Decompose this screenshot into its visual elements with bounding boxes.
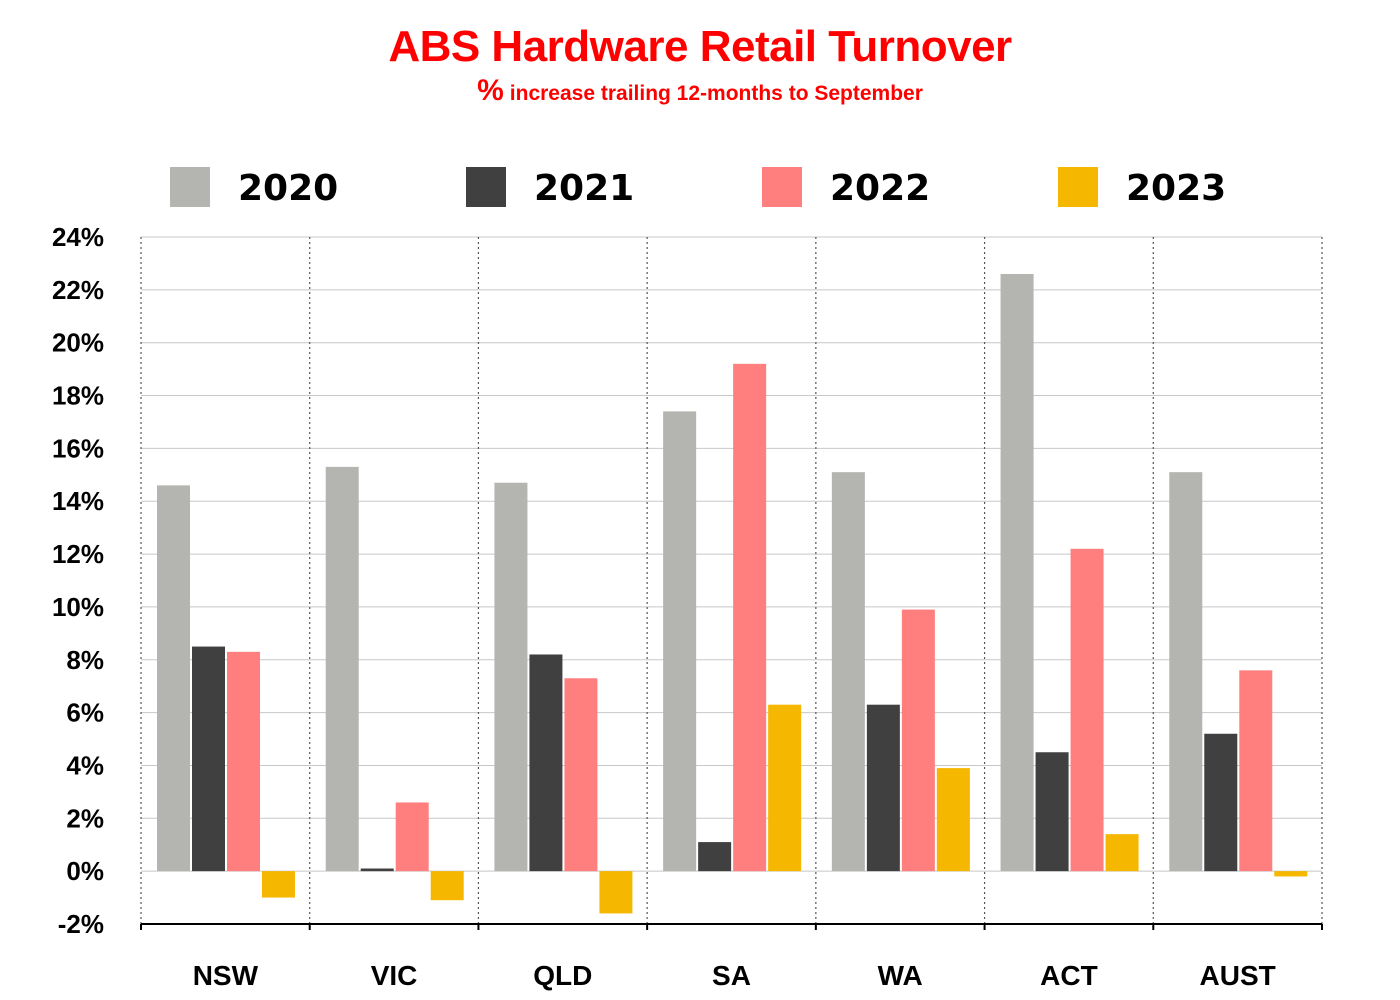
bar-2021-act	[1035, 752, 1069, 872]
subtitle-percent-symbol: %	[477, 74, 504, 107]
y-tick-label: 6%	[66, 698, 104, 728]
bar-2021-sa	[698, 842, 732, 872]
chart-title: ABS Hardware Retail Turnover	[388, 22, 1012, 71]
x-category-label: NSW	[193, 960, 259, 991]
legend-swatch-2021	[466, 167, 506, 207]
bar-2021-qld	[529, 654, 563, 872]
y-tick-label: 10%	[52, 592, 104, 622]
y-tick-label: 8%	[66, 645, 104, 675]
bar-2020-act	[1000, 273, 1034, 872]
bar-2023-act	[1105, 834, 1139, 872]
bar-2022-aust	[1239, 670, 1273, 872]
bar-2021-aust	[1204, 733, 1238, 872]
x-category-label: VIC	[371, 960, 418, 991]
legend-label-2020: 2020	[238, 168, 338, 209]
y-tick-label: 12%	[52, 539, 104, 569]
x-category-label: QLD	[533, 960, 592, 991]
bar-2022-qld	[564, 678, 598, 872]
y-tick-label: 14%	[52, 486, 104, 516]
legend-label-2023: 2023	[1126, 168, 1226, 209]
legend-swatch-2023	[1058, 167, 1098, 207]
bar-2020-sa	[663, 411, 697, 872]
bar-2020-nsw	[157, 485, 190, 872]
y-tick-label: 0%	[66, 856, 104, 886]
axis-layer: 24% 22% 20% 18% 16% 14% 12% 10% 8% 6% 4% 2% 0% -2% NSW…	[52, 222, 1323, 991]
x-category-label: AUST	[1200, 960, 1276, 991]
bar-2020-qld	[494, 482, 528, 872]
y-tick-label: -2%	[58, 909, 104, 939]
x-category-label: SA	[712, 960, 751, 991]
legend-label-2022: 2022	[830, 168, 930, 209]
chart-subtitle: % increase trailing 12-months to Septembe…	[0, 74, 1400, 108]
y-tick-label: 18%	[52, 381, 104, 411]
bar-2023-aust	[1274, 871, 1308, 877]
bar-2022-nsw	[227, 651, 260, 872]
bar-2023-sa	[768, 704, 802, 872]
bar-2021-nsw	[192, 646, 225, 872]
y-tick-label: 16%	[52, 433, 104, 463]
x-category-label: WA	[878, 960, 923, 991]
grid-layer	[140, 236, 1323, 924]
bar-2023-wa	[936, 768, 970, 872]
legend-swatch-2022	[762, 167, 802, 207]
bar-2020-aust	[1169, 472, 1203, 872]
y-tick-label: 22%	[52, 275, 104, 305]
bar-2022-wa	[901, 609, 935, 872]
bars-layer	[157, 273, 1308, 914]
y-tick-label: 20%	[52, 328, 104, 358]
y-tick-label: 24%	[52, 222, 104, 252]
bar-2023-vic	[430, 871, 464, 901]
y-tick-label: 2%	[66, 803, 104, 833]
bar-2022-vic	[395, 802, 429, 872]
y-tick-label: 4%	[66, 750, 104, 780]
bar-2023-qld	[599, 871, 633, 914]
bar-2022-sa	[733, 363, 767, 872]
bar-2020-vic	[325, 466, 359, 872]
legend-swatch-2020	[170, 167, 210, 207]
bar-2021-vic	[360, 868, 394, 872]
legend: 2020 2021 2022 2023	[170, 167, 1226, 209]
bar-2021-wa	[866, 704, 900, 872]
bar-2020-wa	[831, 472, 865, 872]
legend-label-2021: 2021	[534, 168, 634, 209]
subtitle-text: increase trailing 12-months to September	[509, 82, 923, 105]
bar-2022-act	[1070, 548, 1104, 872]
x-category-label: ACT	[1040, 960, 1098, 991]
bar-2023-nsw	[262, 871, 295, 898]
